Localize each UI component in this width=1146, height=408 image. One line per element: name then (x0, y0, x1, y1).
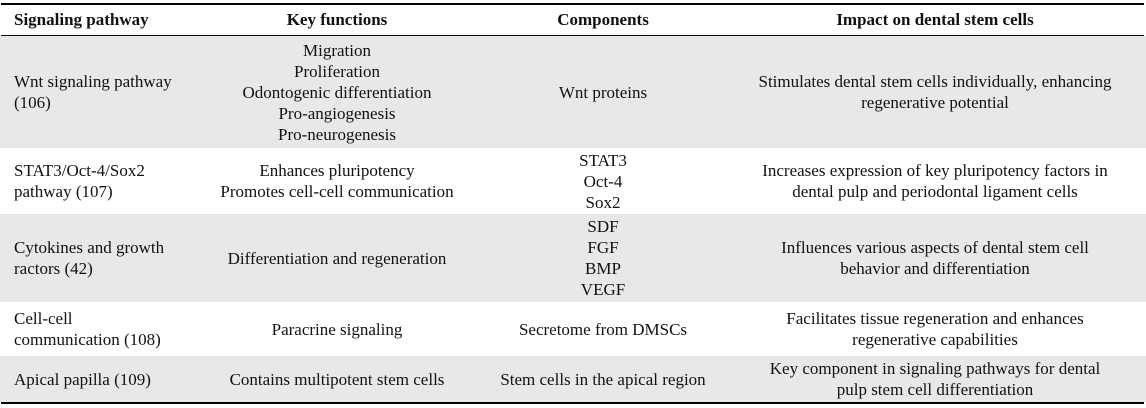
pathway-cell: Cell-cell communication (108) (14, 302, 194, 356)
functions-cell: Enhances pluripotency Promotes cell-cell… (196, 148, 478, 214)
function-text: Migration (303, 40, 371, 60)
pathway-text: Cell-cell (14, 309, 73, 328)
pathway-text: communication (108) (14, 330, 161, 349)
table-top-rule (1, 3, 1144, 5)
component-text: FGF (587, 238, 619, 257)
components-cell: Stem cells in the apical region (478, 356, 728, 402)
impact-text: dental pulp and periodontal ligament cel… (792, 182, 1078, 201)
impact-text: regenerative potential (861, 93, 1009, 112)
function-text: Contains multipotent stem cells (229, 369, 445, 389)
pathway-text: STAT3/Oct-4/Sox2 (14, 161, 145, 180)
function-text: Proliferation (294, 61, 380, 81)
pathway-text: pathway (107) (14, 182, 113, 201)
functions-cell: Paracrine signaling (196, 302, 478, 356)
component-text: Stem cells in the apical region (500, 369, 706, 389)
pathway-cell: Cytokines and growth ractors (42) (14, 214, 194, 302)
impact-text: Increases expression of key pluripotency… (762, 161, 1108, 180)
component-text: Sox2 (585, 192, 621, 212)
table-bottom-rule (1, 402, 1144, 404)
components-cell: Secretome from DMSCs (478, 302, 728, 356)
functions-cell: Contains multipotent stem cells (196, 356, 478, 402)
pathway-cell: Apical papilla (109) (14, 356, 194, 402)
impact-text: regenerative capabilities (852, 330, 1018, 349)
component-text: VEGF (580, 280, 626, 299)
component-text: Secretome from DMSCs (518, 319, 688, 339)
impact-text: pulp stem cell differentiation (836, 380, 1034, 399)
impact-cell: Stimulates dental stem cells individuall… (728, 36, 1142, 148)
pathway-cell: STAT3/Oct-4/Sox2 pathway (107) (14, 148, 194, 214)
components-cell: Wnt proteins (478, 36, 728, 148)
pathway-text: Apical papilla (109) (14, 369, 151, 389)
table-row: Cytokines and growth ractors (42) Differ… (0, 214, 1146, 302)
impact-text: Facilitates tissue regeneration and enha… (786, 309, 1084, 328)
component-text: BMP (585, 259, 621, 278)
impact-text: behavior and differentiation (840, 259, 1030, 278)
header-signaling-pathway: Signaling pathway (14, 10, 149, 29)
impact-cell: Increases expression of key pluripotency… (728, 148, 1142, 214)
pathway-text: Wnt signaling pathway (14, 72, 172, 91)
functions-cell: Migration Proliferation Odontogenic diff… (196, 36, 478, 148)
impact-text: Stimulates dental stem cells individuall… (758, 72, 1112, 91)
function-text: Paracrine signaling (271, 319, 403, 339)
table-row: STAT3/Oct-4/Sox2 pathway (107) Enhances … (0, 148, 1146, 214)
pathway-text: ractors (42) (14, 259, 93, 278)
function-text: Odontogenic differentiation (242, 82, 432, 102)
function-text: Pro-neurogenesis (277, 124, 397, 144)
header-components: Components (557, 10, 649, 29)
header-rule (1, 35, 1144, 36)
table-row: Apical papilla (109) Contains multipoten… (0, 356, 1146, 402)
table-row: Cell-cell communication (108) Paracrine … (0, 302, 1146, 356)
pathway-cell: Wnt signaling pathway (106) (14, 36, 194, 148)
component-text: STAT3 (579, 150, 627, 170)
impact-cell: Facilitates tissue regeneration and enha… (728, 302, 1142, 356)
components-cell: SDF FGF BMP VEGF (478, 214, 728, 302)
function-text: Pro-angiogenesis (278, 103, 396, 123)
impact-cell: Key component in signaling pathways for … (728, 356, 1142, 402)
impact-text: Key component in signaling pathways for … (769, 359, 1101, 378)
impact-cell: Influences various aspects of dental ste… (728, 214, 1142, 302)
pathway-text: Cytokines and growth (14, 238, 165, 257)
function-text: Promotes cell-cell communication (220, 182, 454, 201)
function-text: Differentiation and regeneration (227, 248, 447, 268)
pathway-text: (106) (14, 93, 51, 112)
component-text: Wnt proteins (558, 82, 648, 102)
header-impact: Impact on dental stem cells (836, 10, 1034, 29)
functions-cell: Differentiation and regeneration (196, 214, 478, 302)
component-text: Oct-4 (583, 171, 623, 191)
impact-text: Influences various aspects of dental ste… (781, 238, 1089, 257)
function-text: Enhances pluripotency (259, 161, 415, 180)
component-text: SDF (587, 217, 619, 236)
components-cell: STAT3 Oct-4 Sox2 (478, 148, 728, 214)
table-row: Wnt signaling pathway (106) Migration Pr… (0, 36, 1146, 148)
header-key-functions: Key functions (286, 10, 388, 29)
table-header-row: Signaling pathway Key functions Componen… (0, 4, 1146, 36)
